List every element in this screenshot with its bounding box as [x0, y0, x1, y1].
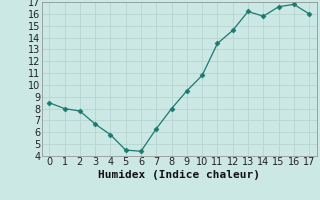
X-axis label: Humidex (Indice chaleur): Humidex (Indice chaleur) [98, 170, 260, 180]
